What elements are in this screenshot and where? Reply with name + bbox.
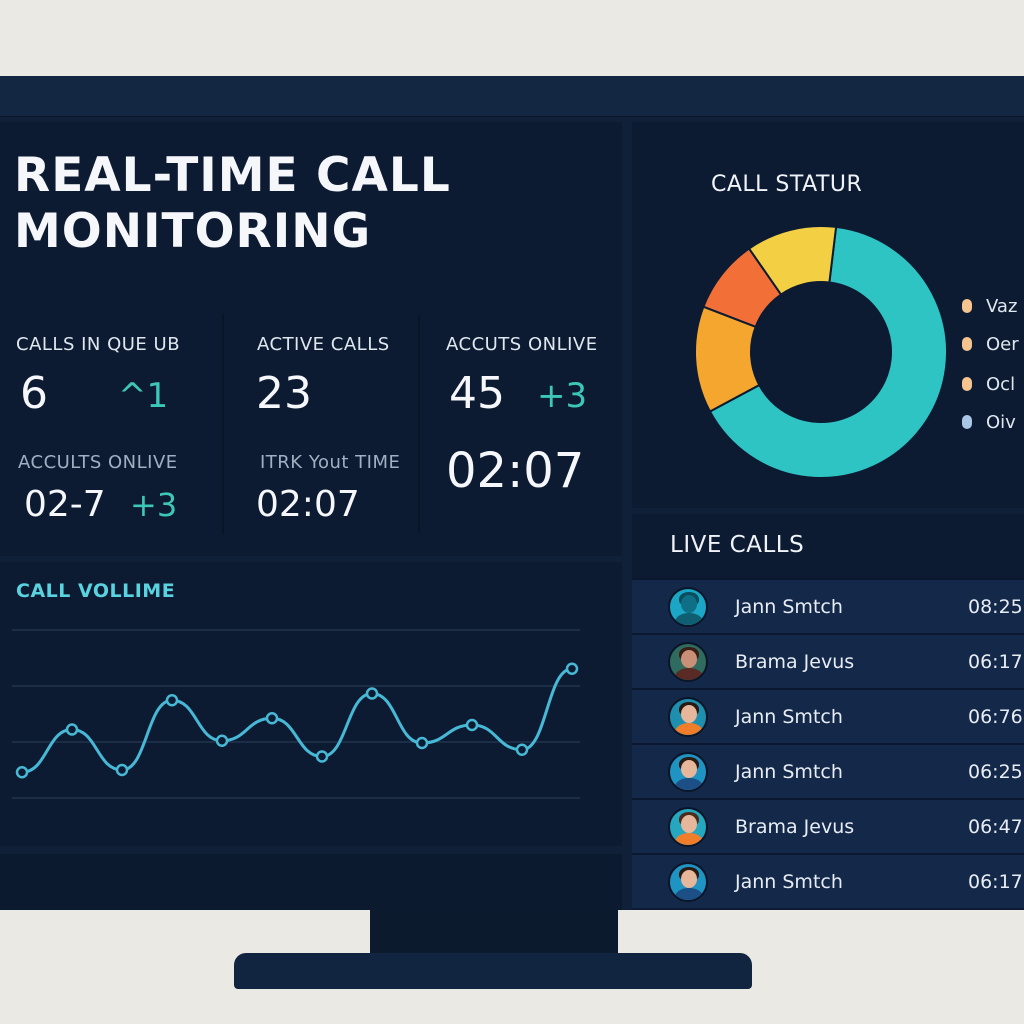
legend-item: Oiv <box>962 412 1016 433</box>
call-volume-point <box>415 736 429 750</box>
call-volume-point <box>215 734 229 747</box>
avatar-icon <box>668 642 708 682</box>
donut-segment <box>708 225 948 479</box>
call-volume-title: CALL VOLLIME <box>16 580 176 602</box>
call-volume-point <box>15 766 29 779</box>
legend-item: Oer <box>962 334 1019 355</box>
screen-top-bar <box>0 76 1024 117</box>
legend-label: Oer <box>986 334 1019 355</box>
agents-online-secondary-value: 02-7 <box>24 484 106 525</box>
call-volume-point <box>265 712 279 725</box>
call-volume-point <box>515 743 529 756</box>
monitor-screen: REAL-TIME CALL MONITORING CALLS IN QUE U… <box>0 76 1024 910</box>
call-duration: 08:25 <box>968 596 1023 618</box>
agents-online-value: 45 <box>449 368 505 419</box>
avatar-icon <box>668 862 708 902</box>
call-volume-point <box>465 718 479 732</box>
live-call-row[interactable]: Brama Jevus 06:47 <box>632 798 1024 853</box>
bottom-strip <box>0 854 622 910</box>
agents-online-label: ACCUTS ONLIVE <box>446 334 598 355</box>
legend-item: Ocl <box>962 374 1015 395</box>
call-volume-point <box>315 750 329 763</box>
call-volume-point <box>115 763 129 777</box>
call-duration: 06:17 <box>968 651 1023 673</box>
calls-in-queue-delta: ^1 <box>118 376 169 416</box>
caller-name: Jann Smtch <box>735 761 843 783</box>
agents-online-secondary-delta: +3 <box>130 486 178 524</box>
call-volume-chart <box>12 629 580 799</box>
call-status-donut <box>694 225 948 479</box>
legend-item: Vaz <box>962 296 1017 317</box>
call-volume-point <box>165 694 179 707</box>
active-calls-label: ACTIVE CALLS <box>257 334 390 355</box>
legend-dot-icon <box>962 337 972 351</box>
legend-label: Ocl <box>986 374 1016 395</box>
caller-name: Jann Smtch <box>735 706 843 728</box>
legend-label: Oiv <box>986 412 1016 433</box>
monitor-stand-neck <box>370 905 618 957</box>
monitor-stand-base <box>234 953 752 989</box>
big-time-value: 02:07 <box>446 443 585 499</box>
avatar-icon <box>668 587 708 627</box>
call-volume-point <box>365 687 379 700</box>
caller-name: Brama Jevus <box>735 816 855 838</box>
avatar-icon <box>668 807 708 847</box>
avatar-icon <box>668 697 708 737</box>
caller-name: Jann Smtch <box>735 596 843 618</box>
stats-divider <box>222 314 224 534</box>
calls-in-queue-label: CALLS IN QUE UB <box>16 334 181 355</box>
call-volume-line <box>20 667 574 774</box>
wait-time-value: 02:07 <box>256 484 360 525</box>
call-duration: 06:17 <box>968 871 1023 893</box>
live-calls-title: LIVE CALLS <box>670 532 805 558</box>
live-call-row[interactable]: Jann Smtch 06:76 <box>632 688 1024 743</box>
avatar-icon <box>668 752 708 792</box>
call-duration: 06:25 <box>968 761 1023 783</box>
live-call-row[interactable]: Brama Jevus 06:17 <box>632 633 1024 688</box>
legend-dot-icon <box>962 299 972 313</box>
agents-online-delta: +3 <box>537 376 588 416</box>
page-title: REAL-TIME CALL MONITORING <box>14 148 451 259</box>
wait-time-label: ITRK Yout TIME <box>260 452 401 473</box>
live-call-row[interactable]: Jann Smtch 06:17 <box>632 853 1024 908</box>
caller-name: Brama Jevus <box>735 651 855 673</box>
call-status-title: CALL STATUR <box>711 172 863 197</box>
legend-dot-icon <box>962 377 972 391</box>
live-call-row[interactable]: Jann Smtch 08:25 <box>632 578 1024 633</box>
call-volume-point <box>65 723 79 736</box>
call-duration: 06:47 <box>968 816 1023 838</box>
legend-label: Vaz <box>986 296 1018 317</box>
call-volume-grid <box>12 629 580 799</box>
stats-panel <box>0 294 622 556</box>
caller-name: Jann Smtch <box>735 871 843 893</box>
agents-online-secondary-label: ACCULTS ONLIVE <box>18 452 178 473</box>
live-call-row[interactable]: Jann Smtch 06:25 <box>632 743 1024 798</box>
donut-segment <box>747 225 838 296</box>
call-duration: 06:76 <box>968 706 1023 728</box>
calls-in-queue-value: 6 <box>20 368 48 419</box>
active-calls-value: 23 <box>256 368 312 419</box>
call-volume-point <box>565 662 579 675</box>
call-volume-panel <box>0 562 622 846</box>
stats-divider <box>418 314 420 534</box>
call-volume-points <box>15 662 579 779</box>
legend-dot-icon <box>962 415 972 429</box>
